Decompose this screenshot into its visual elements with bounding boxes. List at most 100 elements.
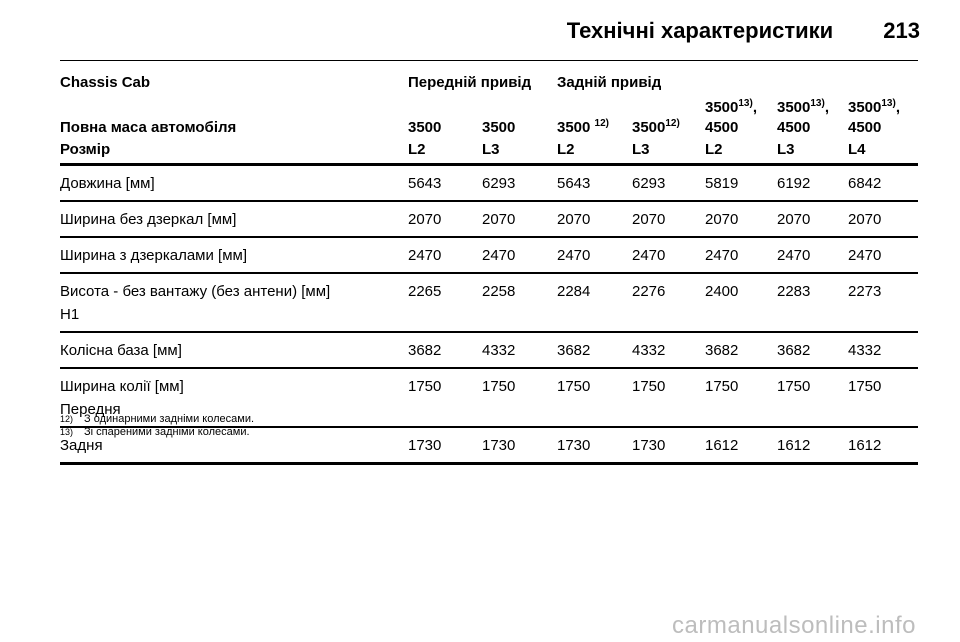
table-cell: 2070 xyxy=(705,210,739,228)
table-cell: 2470 xyxy=(777,246,811,264)
table-cell: 5643 xyxy=(557,174,591,192)
footnote-ref: 13) xyxy=(881,98,896,109)
table-row: Висота - без вантажу (без антени) [мм] H1… xyxy=(60,273,919,332)
footnote-ref: 13) xyxy=(810,98,825,109)
table-cell: 2400 xyxy=(705,283,739,300)
mass-cell: 350012) xyxy=(632,118,680,137)
gross-mass-label: Повна маса автомобіля xyxy=(60,119,237,136)
table-cell: 2470 xyxy=(557,246,591,264)
size-row: Розмір L2 L3 L2 L3 L2 L3 L4 xyxy=(60,141,919,165)
size-cell: L2 xyxy=(408,141,426,158)
size-cell: L4 xyxy=(848,141,866,158)
page-number: 213 xyxy=(883,18,920,43)
table-cell: 2070 xyxy=(557,210,591,228)
table-cell: 1612 xyxy=(705,436,739,454)
row-label: Довжина [мм] xyxy=(60,174,155,192)
row-label: Задня xyxy=(60,436,103,454)
table-cell: 2070 xyxy=(848,210,882,228)
table-cell: 2470 xyxy=(632,246,666,264)
table-cell: 2283 xyxy=(777,283,811,300)
row-label: Колісна база [мм] xyxy=(60,341,182,359)
size-cell: L3 xyxy=(482,141,500,158)
size-cell: L3 xyxy=(632,141,650,158)
footnote-13: 13) Зі спареними задніми колесами. xyxy=(60,426,250,438)
footnotes: 12) З одинарними задніми колесами. 13) З… xyxy=(60,413,254,439)
table-cell: 5643 xyxy=(408,174,442,192)
mass-cell: 350013), 4500 xyxy=(848,98,900,137)
table-cell: 2470 xyxy=(705,246,739,264)
table-cell: 4332 xyxy=(848,341,882,359)
row-label: Ширина колії [мм] Передня xyxy=(60,368,408,427)
table-cell: 1730 xyxy=(408,436,442,454)
table-row: Довжина [мм] 5643 6293 5643 6293 5819 6192 6842 xyxy=(60,165,919,201)
table-cell: 1730 xyxy=(557,436,591,454)
table-cell: 2070 xyxy=(632,210,666,228)
table-cell: 1750 xyxy=(705,378,739,395)
front-drive-label: Передній привід xyxy=(408,74,532,91)
footnote-ref: 12) xyxy=(594,118,609,129)
row-label: Висота - без вантажу (без антени) [мм] H1 xyxy=(60,273,408,332)
mass-cell: 3500 xyxy=(482,119,516,136)
table-cell: 1750 xyxy=(777,378,811,395)
table-cell: 2284 xyxy=(557,283,591,300)
mass-cell: 3500 12) xyxy=(557,118,609,137)
data-rows: Довжина [мм] 5643 6293 5643 6293 5819 6192 6842… xyxy=(60,165,919,464)
mass-cell: 350013), 4500 xyxy=(777,98,829,137)
footnote-12: 12) З одинарними задніми колесами. xyxy=(60,413,255,425)
table-cell: 1750 xyxy=(557,378,591,395)
table-cell: 2070 xyxy=(408,210,442,228)
watermark: carmanualsonline.info xyxy=(672,612,916,639)
mass-cell: 3500 xyxy=(408,119,442,136)
table-cell: 1750 xyxy=(408,378,442,395)
table-cell: 2070 xyxy=(482,210,516,228)
table-row: Колісна база [мм] 3682 4332 3682 4332 3682 368… xyxy=(60,332,919,368)
table-cell: 2470 xyxy=(408,246,442,264)
row-sublabel: Передня xyxy=(60,401,121,418)
table-cell: 5819 xyxy=(705,174,739,192)
table-cell: 2070 xyxy=(777,210,811,228)
table-cell: 6293 xyxy=(482,174,516,192)
table-cell: 4332 xyxy=(632,341,666,359)
table-row: Ширина без дзеркал [мм] 2070 2070 2070 2070 2… xyxy=(60,201,919,237)
table-cell: 2258 xyxy=(482,283,516,300)
table-cell: 4332 xyxy=(482,341,516,359)
rear-drive-label: Задній привід xyxy=(557,74,662,91)
page-title: Технічні характеристики xyxy=(566,18,834,43)
table-cell: 3682 xyxy=(557,341,591,359)
table-cell: 3682 xyxy=(408,341,442,359)
table-cell: 1750 xyxy=(848,378,882,395)
row-label: Ширина з дзеркалами [мм] xyxy=(60,246,247,264)
table-row: Ширина з дзеркалами [мм] 2470 2470 2470 2470… xyxy=(60,237,919,273)
gross-mass-row: Повна маса автомобіля 3500 3500 3500 12)… xyxy=(60,94,918,141)
model-label: Chassis Cab xyxy=(60,74,151,91)
table-cell: 3682 xyxy=(777,341,811,359)
table-row: Ширина колії [мм] Передня 1750 1750 1750 1750… xyxy=(60,368,919,427)
table-cell: 6293 xyxy=(632,174,666,192)
table-cell: 1612 xyxy=(777,436,811,454)
model-header-row: Chassis Cab Передній привід Задній приві… xyxy=(60,74,918,94)
size-cell: L2 xyxy=(557,141,575,158)
table-cell: 1750 xyxy=(482,378,516,395)
table-cell: 6842 xyxy=(848,174,882,192)
table-cell: 6192 xyxy=(777,174,811,192)
table-cell: 2470 xyxy=(848,246,882,264)
size-label: Розмір xyxy=(60,141,111,158)
table-cell: 1612 xyxy=(848,436,882,454)
table-cell: 3682 xyxy=(705,341,739,359)
header-divider xyxy=(60,60,918,61)
table-cell: 2276 xyxy=(632,283,666,300)
size-cell: L3 xyxy=(777,141,795,158)
row-label: Ширина без дзеркал [мм] xyxy=(60,210,237,228)
table-cell: 1730 xyxy=(632,436,666,454)
row-sublabel: H1 xyxy=(60,306,80,323)
table-row: Задня 1730 1730 1730 1730 1612 1612 1612 xyxy=(60,427,919,464)
table-cell: 1750 xyxy=(632,378,666,395)
size-cell: L2 xyxy=(705,141,723,158)
footnote-ref: 13) xyxy=(738,98,753,109)
specifications-table: Chassis Cab Передній привід Задній приві… xyxy=(60,74,919,465)
footnote-ref: 12) xyxy=(665,118,680,129)
table-cell: 1730 xyxy=(482,436,516,454)
table-cell: 2273 xyxy=(848,283,882,300)
page-header: Технічні характеристики 213 xyxy=(567,18,920,44)
table-cell: 2470 xyxy=(482,246,516,264)
